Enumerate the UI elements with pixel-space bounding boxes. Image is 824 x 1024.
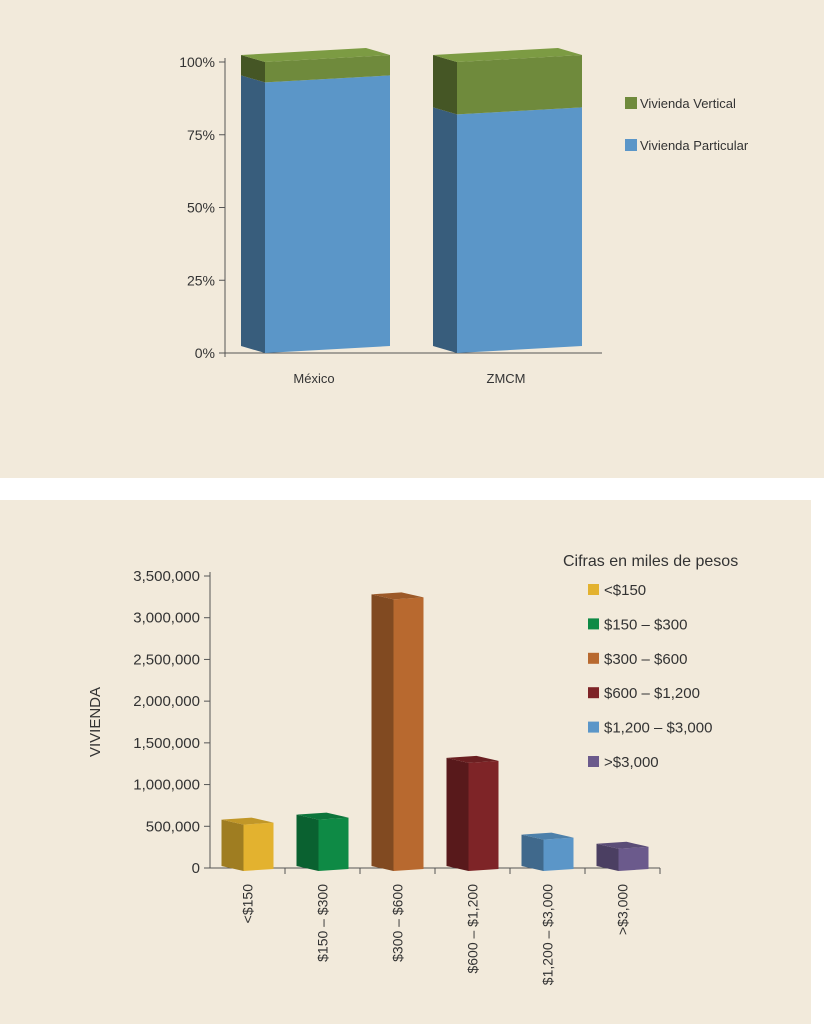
bar-300-600 <box>371 592 424 871</box>
bar-front-face <box>265 55 390 83</box>
bar-top-face <box>433 48 582 62</box>
bar-top-face <box>241 48 390 62</box>
x-tick-label: ZMCM <box>487 371 526 386</box>
bar-top-face <box>371 592 424 600</box>
legend-swatch <box>588 584 599 595</box>
bar-150 <box>221 817 274 871</box>
y-tick-label: 3,500,000 <box>133 568 200 585</box>
bar-side-face <box>221 819 244 871</box>
legend-swatch <box>588 756 599 767</box>
legend-swatch <box>625 139 637 151</box>
housing-value-chart-panel: 0 500,000 1,000,000 1,500,000 2,000,000 2,500… <box>0 500 811 1024</box>
y-axis-title: VIVIENDA <box>87 687 104 757</box>
bar-front-face <box>318 817 349 871</box>
legend-title: Cifras en miles de pesos <box>563 553 738 570</box>
legend-swatch <box>625 97 637 109</box>
y-tick-label: 25% <box>187 272 215 288</box>
legend-label: $300 – $600 <box>604 651 687 668</box>
x-tick-label: >$3,000 <box>615 884 631 935</box>
bar-front-face <box>543 837 574 871</box>
bar-side-face <box>446 757 469 871</box>
legend-label: <$150 <box>604 582 646 599</box>
x-tick-label: México <box>293 371 334 386</box>
y-tick-label: 3,000,000 <box>133 610 200 627</box>
bar-segment-m-xico-vivienda-vertical <box>241 48 390 83</box>
x-tick-label: $600 – $1,200 <box>465 884 481 974</box>
bar-150-300 <box>296 812 349 871</box>
bar-3-000 <box>596 841 649 871</box>
legend-label: >$3,000 <box>604 754 659 771</box>
legend-label: Vivienda Vertical <box>640 96 736 111</box>
legend-label: Vivienda Particular <box>640 138 749 153</box>
bar-side-face <box>241 55 265 83</box>
bar-top-face <box>221 817 274 825</box>
bar-front-face <box>265 75 390 354</box>
housing-value-chart: 0 500,000 1,000,000 1,500,000 2,000,000 2,500… <box>87 553 738 985</box>
bar-top-face <box>446 755 499 763</box>
bar-top-face <box>296 812 349 820</box>
legend-label: $600 – $1,200 <box>604 685 700 702</box>
bar-600-1-200 <box>446 755 499 871</box>
y-tick-label: 500,000 <box>146 818 200 835</box>
legend-swatch <box>588 687 599 699</box>
y-tick-label: 100% <box>179 54 215 70</box>
x-tick-label: $150 – $300 <box>315 884 331 962</box>
bar-side-face <box>521 834 544 871</box>
bar-side-face <box>596 843 619 871</box>
y-tick-label: 1,500,000 <box>133 735 200 752</box>
bar-front-face <box>457 107 582 353</box>
y-tick-label: 75% <box>187 127 215 143</box>
legend-label: $1,200 – $3,000 <box>604 720 712 737</box>
bar-front-face <box>393 597 424 871</box>
x-tick-label: <$150 <box>240 884 256 924</box>
bar-side-face <box>433 107 457 353</box>
stacked-percent-chart-panel: 0% 25% 50% 75% 100% México ZMCM Vivienda Vertic… <box>0 0 824 478</box>
bar-segment-zmcm-vivienda-particular <box>433 107 582 353</box>
legend-swatch <box>588 721 599 733</box>
stacked-percent-chart: 0% 25% 50% 75% 100% México ZMCM Vivienda Vertic… <box>179 48 749 386</box>
legend-label: $150 – $300 <box>604 616 687 633</box>
bar-front-face <box>457 55 582 115</box>
y-tick-label: 2,000,000 <box>133 693 200 710</box>
bar-front-face <box>618 846 649 871</box>
bar-front-face <box>243 822 274 871</box>
bar-front-face <box>468 760 499 871</box>
bar-side-face <box>433 55 457 115</box>
y-tick-label: 2,500,000 <box>133 651 200 668</box>
bar-side-face <box>241 75 265 354</box>
bar-top-face <box>596 841 649 849</box>
legend-swatch <box>588 652 599 664</box>
bar-top-face <box>521 832 574 840</box>
x-tick-label: $300 – $600 <box>390 884 406 962</box>
bar-segment-zmcm-vivienda-vertical <box>433 48 582 115</box>
y-tick-label: 0 <box>192 860 200 877</box>
y-tick-label: 50% <box>187 200 215 216</box>
bar-segment-m-xico-vivienda-particular <box>241 75 390 354</box>
bar-side-face <box>296 814 319 871</box>
bar-side-face <box>371 594 394 871</box>
y-tick-label: 1,000,000 <box>133 777 200 794</box>
y-tick-label: 0% <box>195 345 215 361</box>
legend-swatch <box>588 618 599 630</box>
x-tick-label: $1,200 – $3,000 <box>540 884 556 985</box>
bar-1-200-3-000 <box>521 832 574 871</box>
